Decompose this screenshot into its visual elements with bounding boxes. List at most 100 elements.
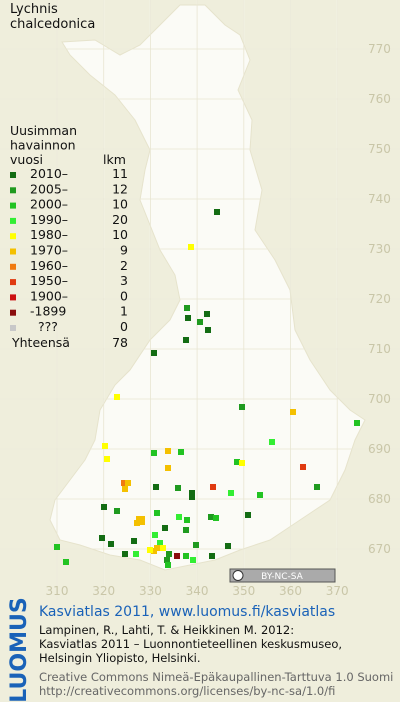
- legend-label: 2000–: [30, 197, 68, 212]
- observation: [63, 559, 69, 565]
- badge-text: BY-NC-SA: [261, 572, 304, 582]
- observation: [125, 480, 131, 486]
- observation: [153, 484, 159, 490]
- observation: [134, 520, 140, 526]
- grid-label: 360: [279, 584, 302, 598]
- observation: [175, 485, 181, 491]
- logo: LUOMUS: [7, 597, 32, 702]
- observation: [190, 557, 196, 563]
- legend-swatch: [10, 325, 16, 331]
- observation: [147, 547, 153, 553]
- observation: [214, 209, 220, 215]
- legend-count: 3: [120, 273, 128, 288]
- observation: [101, 504, 107, 510]
- legend-label: ???: [38, 319, 58, 334]
- legend-total-label: Yhteensä: [11, 335, 70, 350]
- legend-swatch: [10, 309, 16, 316]
- observation: [131, 538, 137, 544]
- grid-label: 320: [92, 584, 115, 598]
- legend-swatch: [10, 233, 16, 240]
- grid-label: 740: [368, 192, 391, 206]
- legend-count: 10: [112, 227, 128, 242]
- observation: [239, 404, 245, 410]
- legend-count-heading: lkm: [103, 152, 126, 167]
- grid-label: 750: [368, 142, 391, 156]
- title-line: Lychnis: [10, 2, 58, 17]
- observation: [228, 490, 234, 496]
- legend-count: 12: [112, 181, 128, 196]
- observation: [300, 464, 306, 470]
- legend-count: 1: [120, 304, 128, 319]
- observation: [174, 553, 180, 559]
- observation: [193, 542, 199, 548]
- legend-label: 1980–: [30, 227, 68, 242]
- observation: [114, 508, 120, 514]
- observation: [225, 543, 231, 549]
- observation: [184, 517, 190, 523]
- legend-count: 11: [112, 166, 128, 181]
- grid-label: 730: [368, 242, 391, 256]
- legend-count: 2: [120, 258, 128, 273]
- observation: [354, 420, 360, 426]
- badge-box: [229, 568, 336, 583]
- observation: [176, 514, 182, 520]
- legend-count: 9: [120, 243, 128, 258]
- observation: [54, 544, 60, 550]
- observation: [209, 553, 215, 559]
- observation: [183, 527, 189, 533]
- grid-label: 370: [326, 584, 349, 598]
- legend-label: -1899: [30, 304, 66, 319]
- observation: [121, 480, 127, 486]
- license-line: Creative Commons Nimeä-Epäkaupallinen-Ta…: [39, 670, 393, 684]
- observation: [208, 514, 214, 520]
- legend-label: 1960–: [30, 258, 68, 273]
- title-line: chalcedonica: [10, 17, 95, 32]
- observation: [99, 535, 105, 541]
- observation: [108, 541, 114, 547]
- citation-line: Helsingin Yliopisto, Helsinki.: [39, 651, 201, 665]
- grid-label: 330: [139, 584, 162, 598]
- legend-swatch: [10, 263, 16, 270]
- observation: [314, 484, 320, 490]
- grid-label: 770: [368, 42, 391, 56]
- grid-label: 700: [368, 392, 391, 406]
- legend-swatch: [10, 279, 16, 286]
- observation: [210, 484, 216, 490]
- legend-label: 2005–: [30, 181, 68, 196]
- legend-label: 1970–: [30, 243, 68, 258]
- observation: [184, 305, 190, 311]
- legend-heading: Uusimman: [10, 123, 77, 138]
- observation: [151, 450, 157, 456]
- observation: [154, 545, 160, 551]
- observation: [197, 319, 203, 325]
- citation-line: Lampinen, R., Lahti, T. & Heikkinen M. 2…: [39, 623, 294, 637]
- legend-count: 10: [112, 197, 128, 212]
- license-badge: BY-NC-SA: [229, 568, 336, 583]
- observation: [162, 525, 168, 531]
- observation: [183, 337, 189, 343]
- legend-label: 2010–: [30, 166, 68, 181]
- observation: [204, 311, 210, 317]
- observation: [178, 449, 184, 455]
- observation: [189, 494, 195, 500]
- legend-count: 0: [120, 288, 128, 303]
- observation: [136, 516, 145, 525]
- observation: [122, 486, 128, 492]
- finland-outline: [49, 4, 366, 571]
- grid-label: 680: [368, 492, 391, 506]
- grid-overlay: [0, 0, 400, 600]
- observation: [102, 443, 108, 449]
- observation: [290, 409, 296, 415]
- grid-label: 310: [46, 584, 69, 598]
- citation-line: Kasviatlas 2011 – Luonnontieteellinen ke…: [39, 637, 342, 651]
- footer-headline: Kasviatlas 2011, www.luomus.fi/kasviatla…: [39, 604, 335, 620]
- legend-label: 1900–: [30, 288, 68, 303]
- observation: [151, 350, 157, 356]
- legend-count: 0: [120, 319, 128, 334]
- observation: [165, 465, 171, 471]
- observation: [188, 244, 194, 250]
- observation: [239, 460, 245, 466]
- legend-swatch: [10, 217, 16, 224]
